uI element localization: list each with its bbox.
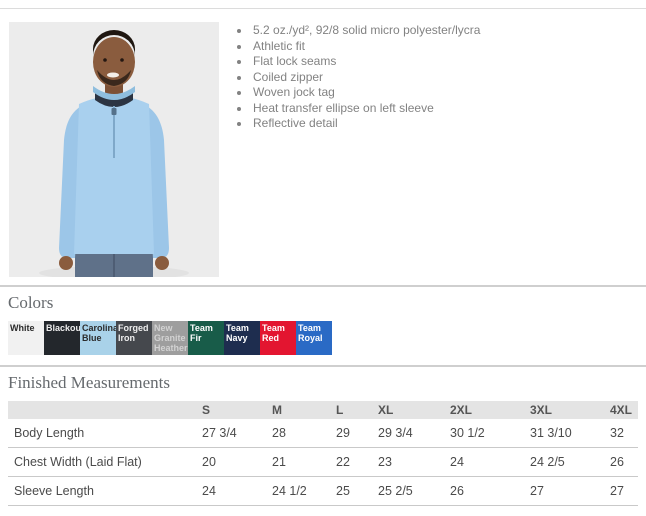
size-column-header: M [266, 401, 330, 419]
color-swatch-team-navy[interactable]: Team Navy [224, 321, 260, 355]
measurements-body: Body Length 27 3/4 28 29 29 3/4 30 1/2 31 3/10… [8, 419, 638, 506]
color-swatch-team-royal[interactable]: Team Royal [296, 321, 332, 355]
measurement-row: Sleeve Length 24 24 1/2 25 25 2/5 26 27 27 [8, 476, 638, 506]
size-column-header: L [330, 401, 372, 419]
measurement-value: 25 [330, 476, 372, 506]
measurement-value: 30 1/2 [444, 419, 524, 448]
feature-list: 5.2 oz./yd², 92/8 solid micro polyester/… [219, 23, 480, 277]
color-swatch-blackout[interactable]: Blackout [44, 321, 80, 355]
measurement-value: 26 [444, 476, 524, 506]
measurements-table: S M L XL 2XL 3XL 4XL Body Length 27 3/4 28 29 29 3… [8, 401, 638, 506]
measurement-row: Body Length 27 3/4 28 29 29 3/4 30 1/2 31 3/10… [8, 419, 638, 448]
measurement-value: 24 2/5 [524, 447, 604, 477]
measurement-value: 32 [604, 419, 638, 448]
product-section: 5.2 oz./yd², 92/8 solid micro polyester/… [0, 9, 646, 277]
feature-item: Flat lock seams [251, 54, 480, 70]
color-swatch-new-granite-heather[interactable]: New Granite Heather [152, 321, 188, 355]
measurements-heading: Finished Measurements [8, 373, 170, 392]
color-swatch-forged-iron[interactable]: Forged Iron [116, 321, 152, 355]
measurement-value: 27 [604, 476, 638, 506]
measurement-value: 23 [372, 447, 444, 477]
measurement-value: 27 [524, 476, 604, 506]
feature-item: Coiled zipper [251, 70, 480, 86]
measurement-value: 28 [266, 419, 330, 448]
measurement-value: 27 3/4 [196, 419, 266, 448]
measurement-value: 25 2/5 [372, 476, 444, 506]
measurement-row: Chest Width (Laid Flat) 20 21 22 23 24 24 2/5 2… [8, 447, 638, 477]
measurement-value: 24 1/2 [266, 476, 330, 506]
top-divider [0, 8, 646, 9]
measurement-value: 24 [196, 476, 266, 506]
color-swatch-carolina-blue[interactable]: Carolina Blue [80, 321, 116, 355]
measurement-value: 24 [444, 447, 524, 477]
feature-item: Woven jock tag [251, 85, 480, 101]
measurements-divider [0, 365, 646, 367]
size-column-header: S [196, 401, 266, 419]
feature-item: Reflective detail [251, 116, 480, 132]
size-column-header: 2XL [444, 401, 524, 419]
feature-item: Athletic fit [251, 39, 480, 55]
measurement-label-header [8, 401, 196, 419]
size-column-header: 4XL [604, 401, 638, 419]
measurement-value: 31 3/10 [524, 419, 604, 448]
measurement-value: 21 [266, 447, 330, 477]
color-swatch-team-red[interactable]: Team Red [260, 321, 296, 355]
colors-heading: Colors [8, 293, 54, 312]
feature-item: Heat transfer ellipse on left sleeve [251, 101, 480, 117]
measurement-label: Chest Width (Laid Flat) [8, 447, 196, 477]
color-swatch-white[interactable]: White [8, 321, 44, 355]
color-swatch-team-fir[interactable]: Team Fir [188, 321, 224, 355]
measurement-value: 20 [196, 447, 266, 477]
product-photo [9, 22, 219, 277]
measurement-value: 29 [330, 419, 372, 448]
measurement-value: 26 [604, 447, 638, 477]
measurement-label: Body Length [8, 419, 196, 448]
size-header-row: S M L XL 2XL 3XL 4XL [8, 401, 638, 419]
size-column-header: 3XL [524, 401, 604, 419]
measurement-value: 22 [330, 447, 372, 477]
measurement-label: Sleeve Length [8, 476, 196, 506]
feature-item: 5.2 oz./yd², 92/8 solid micro polyester/… [251, 23, 480, 39]
size-column-header: XL [372, 401, 444, 419]
measurement-value: 29 3/4 [372, 419, 444, 448]
colors-divider [0, 285, 646, 287]
